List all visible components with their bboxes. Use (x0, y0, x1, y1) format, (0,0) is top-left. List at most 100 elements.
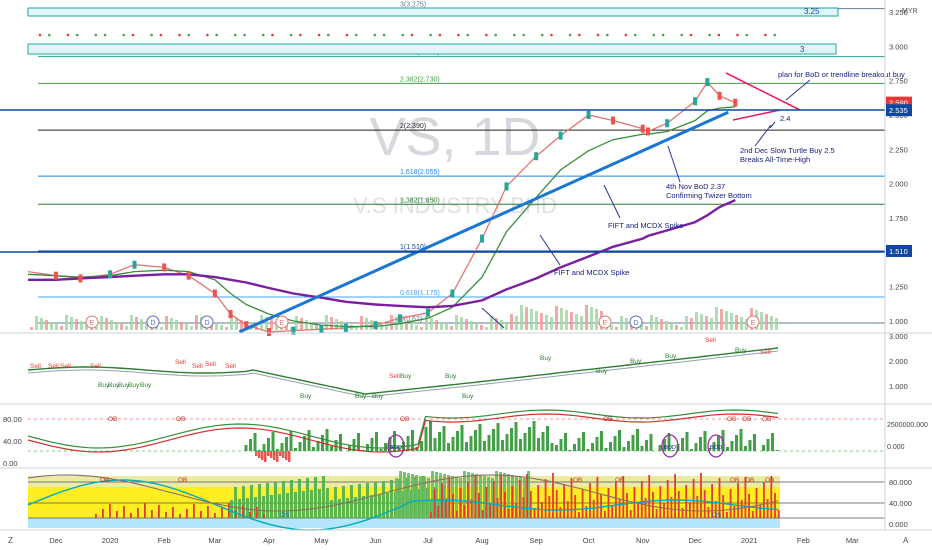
y-tick-label: 2.000 (889, 180, 908, 189)
volume-bar (315, 324, 318, 330)
ind3-green-bar (354, 497, 357, 518)
signal-dot (466, 33, 470, 37)
volume-bar (745, 319, 748, 330)
volume-bar (335, 319, 338, 330)
candle (425, 308, 430, 317)
ind2-bar (712, 442, 716, 451)
ind1-signal-label: Sell (30, 363, 41, 370)
volume-bar (165, 316, 168, 330)
ind3-red-bar (729, 489, 732, 518)
ind3-green-bar (491, 478, 494, 518)
volume-bar (485, 327, 488, 330)
ind2-bar (649, 434, 653, 451)
signal-dot (271, 33, 274, 37)
signal-dot (66, 33, 70, 37)
ind3-red-bar (455, 511, 458, 518)
ind2-bar (600, 431, 603, 451)
ind3-red-bar (578, 512, 580, 518)
ind3-red-bar (529, 491, 532, 518)
signal-dot (103, 33, 107, 37)
ind3-green-bar (463, 471, 466, 518)
ind3-green-bar (507, 474, 510, 518)
auto-scale-label[interactable]: A (903, 536, 909, 545)
ind3-green-bar (330, 500, 333, 518)
volume-bar (730, 313, 733, 330)
ind1-tick: 2.000 (889, 357, 908, 366)
ind1-signal-label: Buy (596, 368, 608, 375)
ind1-signal-label: Sell (205, 361, 216, 368)
ind3-red-bar (481, 510, 484, 518)
mid-box (27, 43, 837, 55)
volume-bar (85, 323, 88, 330)
volume-bar (160, 327, 163, 330)
candle (291, 326, 296, 335)
ind3-red-bar (537, 485, 540, 518)
ind3-red-bar (663, 503, 665, 518)
ind2-bar (429, 421, 432, 451)
signal-dot (596, 33, 600, 37)
ind1-signal-label: Buy (372, 393, 384, 400)
price-series (27, 78, 738, 336)
volume-bar (665, 321, 668, 330)
ind3-red-bar (137, 508, 139, 518)
signal-dot (652, 33, 656, 37)
ind2-bar (298, 442, 302, 451)
ind3-green-bar (262, 496, 265, 518)
ind2-bar (357, 433, 360, 451)
ind2-bod-label: BOD (664, 445, 676, 451)
ind3-red-bar (603, 511, 606, 518)
ind2-bar (708, 448, 711, 451)
trendline (238, 110, 729, 334)
ind3-red-bar (563, 484, 565, 518)
ind2-neg-bar (258, 451, 261, 458)
ind3-red-bar (640, 481, 643, 518)
ind3-red-bar (496, 498, 499, 518)
signal-dot (522, 33, 525, 37)
ind2-ob-label: OB (400, 416, 409, 423)
volume-bar (775, 318, 778, 330)
ind2-bar (735, 435, 738, 451)
ind2-neg-bar (255, 451, 258, 456)
ind1-signal-label: Sell (705, 337, 716, 344)
ind1-line2 (27, 350, 779, 398)
ind3-label: OB (100, 477, 109, 484)
ind1-signal-label: Buy (630, 358, 642, 365)
ind2-bod-circle (661, 434, 679, 458)
signal-dot (206, 33, 209, 37)
ind3-red-bar (770, 476, 773, 518)
fib-label: 0.618(1.175) (400, 290, 440, 297)
ind2-bar (262, 444, 266, 451)
ind3-green-bar (443, 474, 446, 518)
ind2-bar (352, 439, 356, 451)
volume-bar (225, 327, 228, 330)
price-tag-label: 1.510 (889, 247, 908, 256)
candle (244, 321, 249, 330)
ind3-green-bar (342, 486, 345, 518)
ind2-bar (465, 442, 468, 451)
ind3-red-bar (763, 482, 765, 518)
ind2-neg-bar (267, 451, 270, 456)
x-tick-label: Mar (208, 536, 221, 545)
signal-dot (680, 33, 683, 37)
ind3-label: OB (745, 477, 754, 484)
ind3-green-bar (274, 482, 277, 518)
event-marker-label: E (90, 320, 95, 327)
volume-bar (95, 327, 98, 330)
ind2-bar (451, 437, 455, 451)
ind3-red-bar (492, 481, 495, 518)
ind2-bar (483, 441, 486, 451)
signal-dot (578, 33, 581, 37)
signal-dot (457, 33, 460, 37)
ind2-bar (501, 440, 504, 451)
ind3-red-bar (648, 475, 651, 518)
ind3-label: OB (615, 477, 624, 484)
ind3-red-bar (740, 500, 743, 518)
timezone-label[interactable]: Z (8, 536, 13, 545)
volume-bar (670, 323, 673, 330)
ind2-bar (280, 443, 284, 451)
ind3-green-bar (314, 477, 317, 518)
y-tick-label: 2.750 (889, 77, 908, 86)
volume-bar (715, 307, 718, 330)
ind2-bar (285, 437, 288, 451)
